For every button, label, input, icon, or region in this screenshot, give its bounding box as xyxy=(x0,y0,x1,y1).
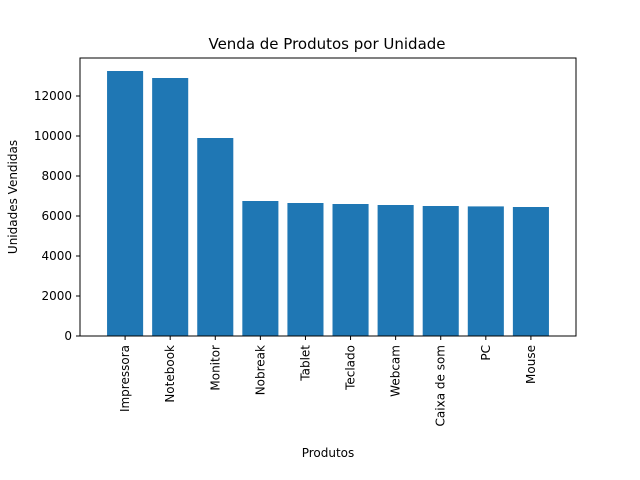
bar-teclado xyxy=(332,204,369,336)
bar-caixa-de-som xyxy=(422,206,459,336)
x-tick-label: Impressora xyxy=(118,345,132,412)
x-tick-label: Tablet xyxy=(298,345,312,382)
y-tick-label: 8000 xyxy=(41,169,72,183)
x-tick-label: Webcam xyxy=(389,345,403,397)
bar-pc xyxy=(467,206,504,336)
y-tick-label: 4000 xyxy=(41,249,72,263)
y-tick-label: 12000 xyxy=(34,89,72,103)
x-tick-label: Nobreak xyxy=(253,345,267,395)
x-tick-label: Teclado xyxy=(344,345,358,391)
x-axis-label: Produtos xyxy=(302,446,355,460)
bar-notebook xyxy=(152,78,189,336)
y-axis-label: Unidades Vendidas xyxy=(6,140,20,254)
bar-webcam xyxy=(377,205,414,336)
x-tick-label: Notebook xyxy=(163,345,177,403)
bar-impressora xyxy=(107,71,144,336)
bars-group xyxy=(107,71,549,336)
chart-title: Venda de Produtos por Unidade xyxy=(208,35,445,53)
x-tick-label: Caixa de som xyxy=(434,345,448,426)
y-tick-label: 2000 xyxy=(41,289,72,303)
x-tick-label: Monitor xyxy=(208,345,222,391)
bar-monitor xyxy=(197,138,234,336)
x-tick-label: PC xyxy=(479,345,493,361)
y-axis: 0 2000 4000 6000 8000 10000 12000 xyxy=(34,89,80,343)
y-tick-label: 0 xyxy=(64,329,72,343)
bar-tablet xyxy=(287,203,324,336)
x-tick-label: Mouse xyxy=(524,345,538,384)
bar-nobreak xyxy=(242,201,279,336)
y-tick-label: 6000 xyxy=(41,209,72,223)
x-axis: Impressora Notebook Monitor Nobreak Tablet Te… xyxy=(118,336,538,426)
y-tick-label: 10000 xyxy=(34,129,72,143)
bar-mouse xyxy=(512,207,549,336)
plot-frame xyxy=(79,57,577,337)
